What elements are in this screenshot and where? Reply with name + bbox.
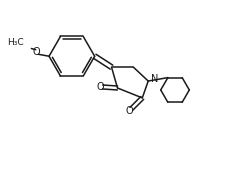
Text: O: O: [96, 82, 104, 92]
Text: N: N: [151, 74, 158, 84]
Text: O: O: [33, 47, 41, 57]
Text: O: O: [126, 106, 134, 116]
Text: H₃C: H₃C: [7, 39, 24, 47]
